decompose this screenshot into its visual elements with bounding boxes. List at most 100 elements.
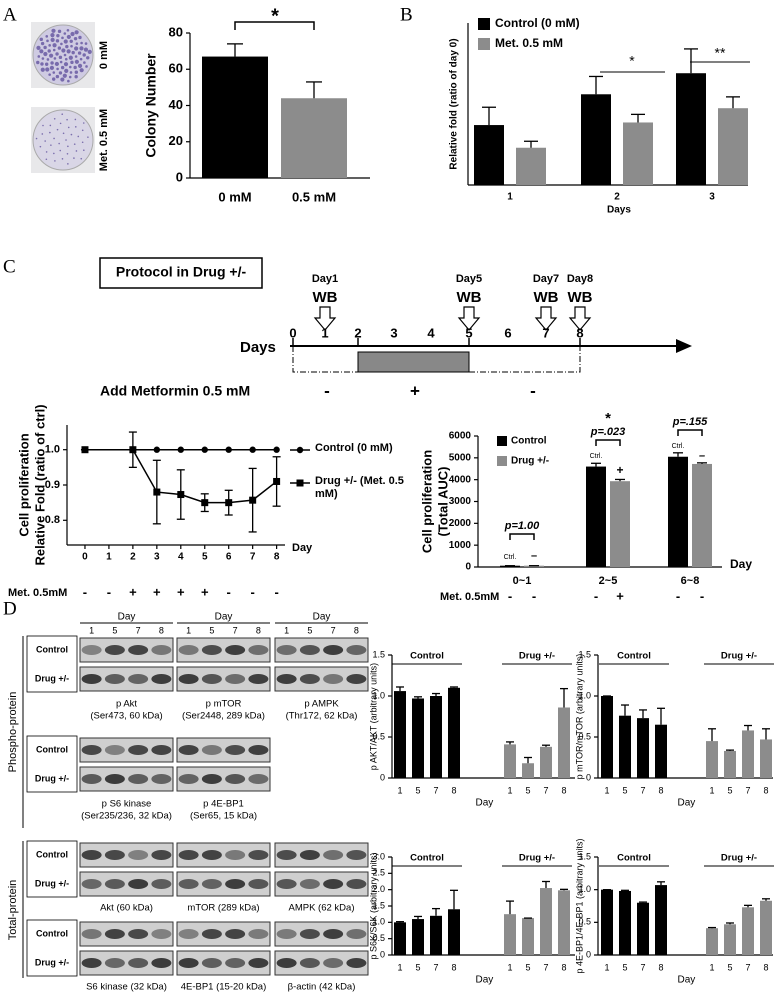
blot-band <box>299 958 320 968</box>
bar <box>610 481 630 567</box>
annotation: Ctrl. <box>504 554 517 561</box>
blot-band <box>201 745 222 755</box>
treatment-sign: - <box>594 588 598 603</box>
x-tick-label: 2 <box>130 552 136 563</box>
bar <box>522 763 534 778</box>
blot-band <box>151 879 172 889</box>
x-tick-label: 1 <box>507 785 512 795</box>
bar <box>724 924 736 955</box>
blot-band <box>104 929 125 939</box>
blot-band <box>323 674 344 684</box>
colony <box>51 28 56 33</box>
blot-band <box>346 929 367 939</box>
x-axis-label: Days <box>607 205 631 216</box>
legend-label: Control <box>617 651 651 662</box>
colony <box>78 35 82 40</box>
event-day: Day1 <box>312 273 338 285</box>
colony <box>58 142 60 145</box>
colony <box>66 118 68 121</box>
y-tick-label: 1.0 <box>578 690 591 700</box>
blot-band <box>178 745 199 755</box>
colony <box>67 79 70 83</box>
treatment-sign: + <box>616 588 624 603</box>
panel-letter: B <box>400 4 413 25</box>
blot-band <box>128 774 149 784</box>
bar <box>281 98 347 178</box>
x-tick-label: 2~5 <box>599 575 618 587</box>
x-tick-label: 7 <box>250 552 256 563</box>
colony <box>55 74 60 79</box>
row-label-box <box>26 635 78 693</box>
bar <box>430 696 442 778</box>
blot-band <box>81 774 102 784</box>
y-axis-label: p S6K/S6K (arbitrary units) <box>368 852 378 959</box>
y-tick-label: 2000 <box>449 518 472 529</box>
blot-band <box>276 850 297 860</box>
x-tick-label: 0 mM <box>218 189 251 204</box>
blot-day-header: Day <box>313 612 331 623</box>
blot-band <box>81 850 102 860</box>
blot-name: p mTOR <box>206 699 242 710</box>
treatment-label: Met. 0.5mM <box>440 591 499 603</box>
y-tick-label: 20 <box>169 133 183 148</box>
colony <box>67 145 69 148</box>
legend-label: Drug +/- <box>519 853 555 864</box>
y-tick-label: 2.0 <box>372 884 385 894</box>
bar <box>448 909 460 955</box>
colony <box>52 71 56 74</box>
annotation: + <box>616 463 623 477</box>
colony <box>48 73 51 76</box>
colony <box>63 32 67 35</box>
blot-day-header: Day <box>215 612 233 623</box>
colony <box>62 73 67 78</box>
legend-label: Control <box>511 436 547 447</box>
x-tick-label: 8 <box>451 962 456 972</box>
x-tick-label: 1 <box>604 962 609 972</box>
colony <box>73 65 77 70</box>
colony <box>74 55 78 58</box>
colony <box>57 46 62 50</box>
blot-band <box>299 850 320 860</box>
y-tick-label: 0 <box>380 772 385 782</box>
y-tick-label: 60 <box>169 61 183 76</box>
phase-sign: + <box>410 381 420 400</box>
treatment-sign: - <box>700 588 704 603</box>
day-number: 2 <box>354 325 361 340</box>
y-tick-label: 3.0 <box>372 851 385 861</box>
x-tick-label: 8 <box>763 785 768 795</box>
arrow <box>568 306 592 331</box>
event-assay: WB <box>534 289 559 306</box>
blot-band <box>225 850 246 860</box>
annotation: – <box>531 550 537 562</box>
bar <box>655 885 667 955</box>
colony <box>64 57 68 61</box>
blot-band <box>104 958 125 968</box>
colony <box>40 67 45 72</box>
y-tick-label: 0 <box>586 772 591 782</box>
bar <box>619 715 631 778</box>
blot-band <box>151 674 172 684</box>
y-tick-label: 1.5 <box>372 900 385 910</box>
bar <box>668 456 688 567</box>
day-number: 5 <box>465 325 472 340</box>
x-tick-label: 5 <box>622 785 627 795</box>
day-number: 0 <box>289 325 296 340</box>
blot-band <box>299 929 320 939</box>
x-tick-label: 1 <box>604 785 609 795</box>
annotation: * <box>605 410 611 427</box>
blot-band <box>346 879 367 889</box>
colony <box>61 158 64 160</box>
colony <box>39 37 43 42</box>
bar <box>706 741 718 778</box>
colony <box>70 44 73 48</box>
colony <box>86 56 90 60</box>
colony <box>63 39 68 44</box>
panel-letter: A <box>3 4 17 25</box>
colony <box>74 126 77 128</box>
event-day: Day8 <box>567 273 593 285</box>
arrow <box>313 306 337 331</box>
y-tick-label: 40 <box>169 97 183 112</box>
blot-band <box>248 674 269 684</box>
blot-band <box>104 850 125 860</box>
protocol-box <box>99 257 263 289</box>
